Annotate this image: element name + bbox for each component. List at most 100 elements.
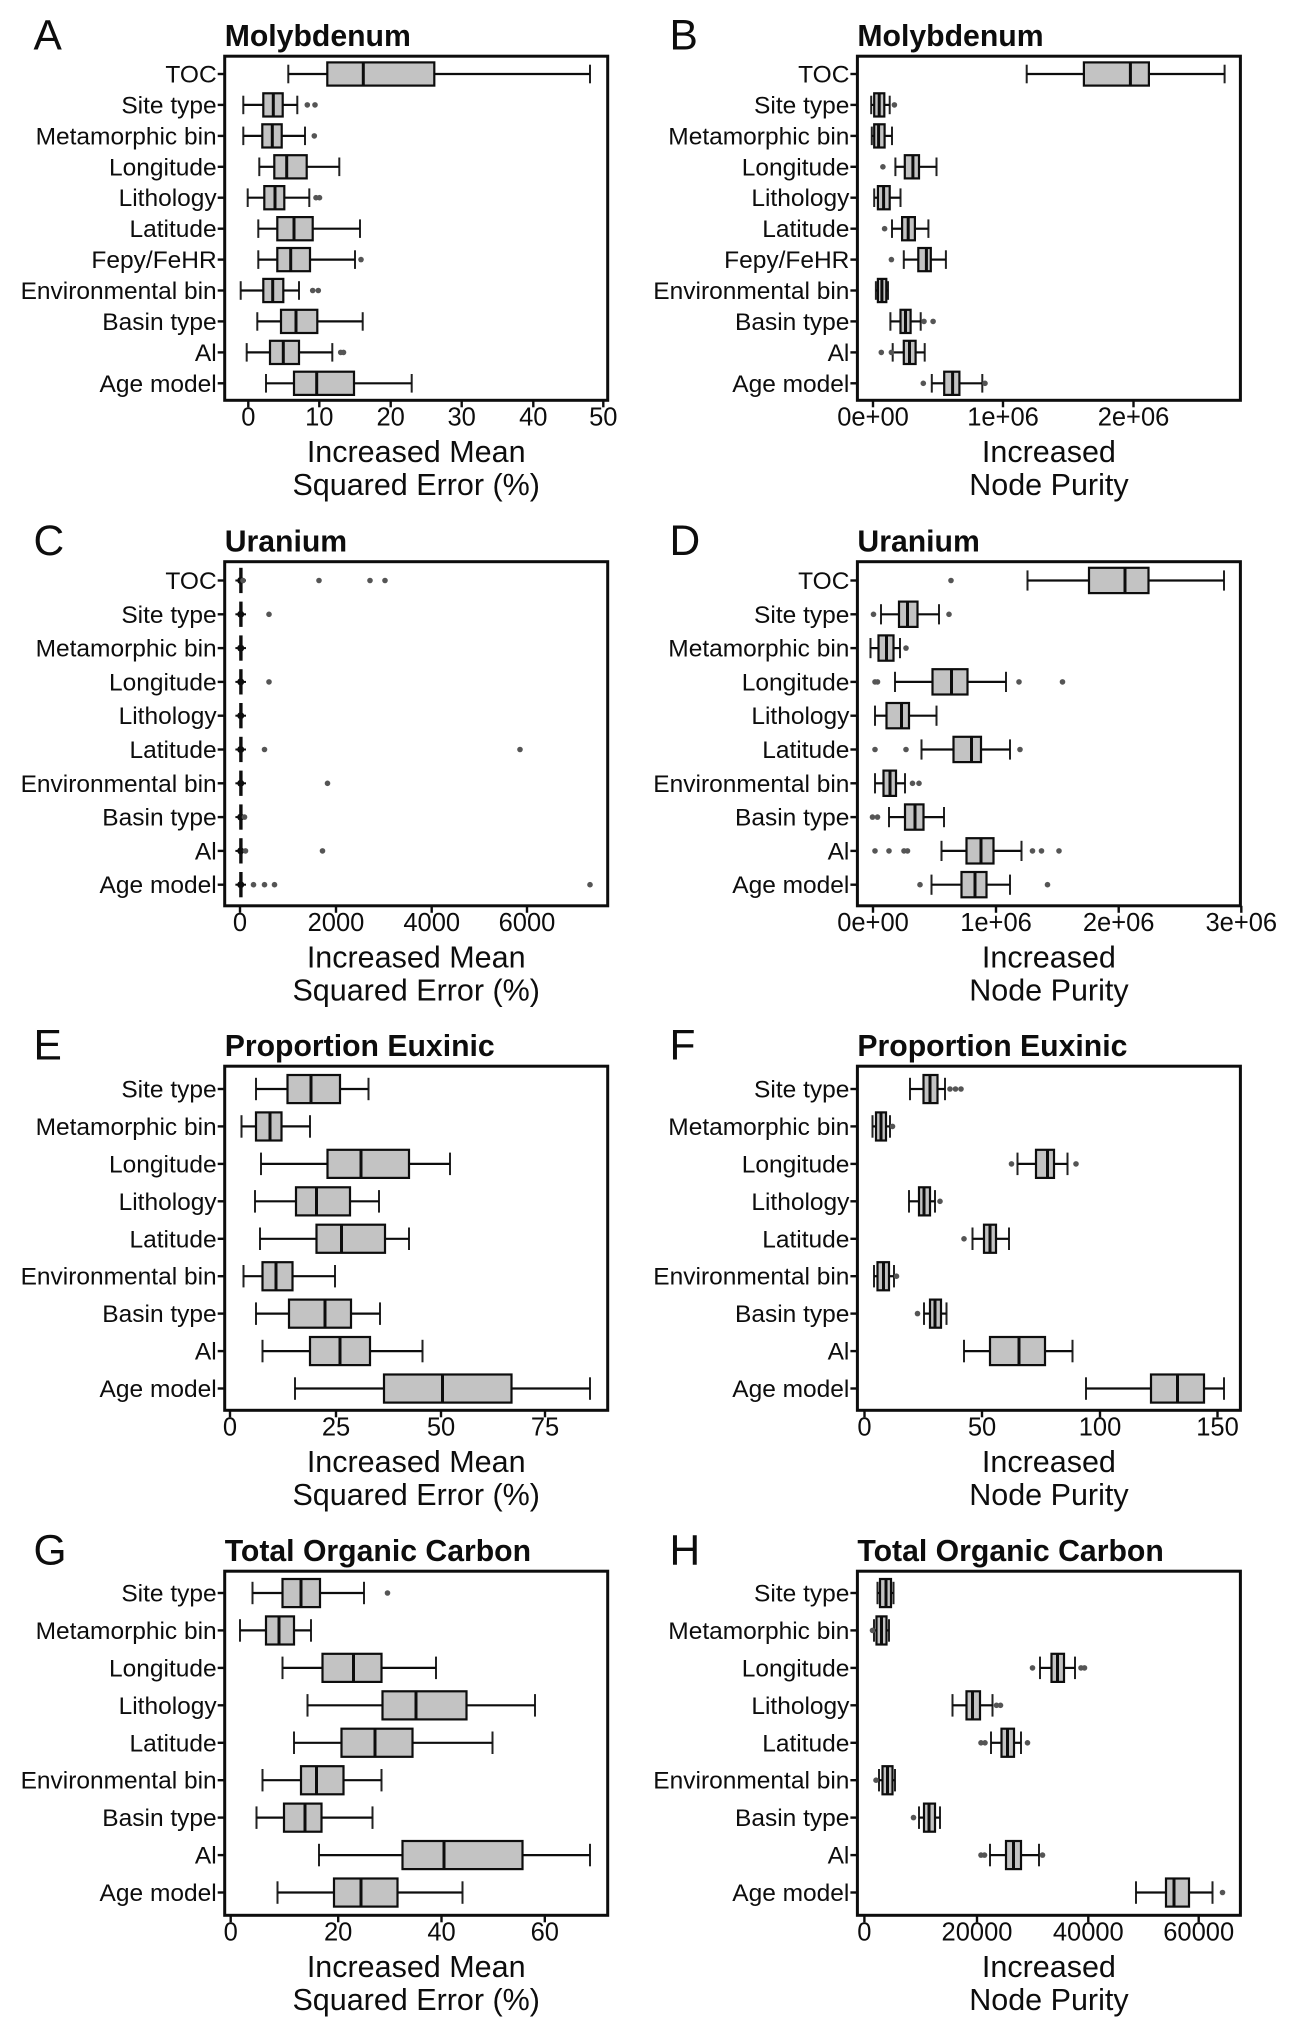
svg-text:Increased Mean: Increased Mean [307, 1445, 526, 1479]
svg-text:0: 0 [241, 404, 255, 432]
svg-text:1e+06: 1e+06 [967, 404, 1039, 432]
svg-text:Metamorphic bin: Metamorphic bin [668, 123, 849, 150]
svg-text:Metamorphic bin: Metamorphic bin [668, 1114, 849, 1141]
svg-text:Molybdenum: Molybdenum [857, 20, 1043, 53]
svg-text:Node Purity: Node Purity [969, 1478, 1129, 1512]
svg-text:Increased: Increased [982, 941, 1116, 975]
svg-text:40: 40 [519, 404, 547, 432]
svg-text:Al: Al [195, 1339, 217, 1366]
svg-text:Node Purity: Node Purity [969, 1983, 1129, 2017]
svg-text:Environmental bin: Environmental bin [653, 1768, 849, 1795]
svg-text:40000: 40000 [1053, 1919, 1124, 1947]
svg-text:Environmental bin: Environmental bin [653, 278, 849, 305]
svg-text:Total Organic Carbon: Total Organic Carbon [857, 1535, 1163, 1568]
svg-text:Age model: Age model [100, 371, 217, 398]
svg-text:6000: 6000 [499, 909, 556, 937]
svg-text:Age model: Age model [732, 1376, 849, 1403]
svg-text:3e+06: 3e+06 [1205, 909, 1277, 937]
svg-text:75: 75 [531, 1414, 559, 1442]
svg-text:Basin type: Basin type [735, 805, 849, 832]
svg-text:Node Purity: Node Purity [969, 974, 1129, 1008]
svg-text:B: B [670, 13, 698, 60]
svg-text:30: 30 [448, 404, 476, 432]
svg-text:Site type: Site type [754, 1077, 849, 1104]
svg-text:Basin type: Basin type [102, 1301, 216, 1328]
svg-text:60000: 60000 [1163, 1919, 1234, 1947]
svg-text:Total Organic Carbon: Total Organic Carbon [225, 1535, 531, 1568]
svg-text:20: 20 [377, 404, 405, 432]
svg-text:Increased Mean: Increased Mean [307, 435, 526, 469]
svg-text:Al: Al [828, 838, 850, 865]
svg-text:0: 0 [857, 1919, 871, 1947]
svg-text:100: 100 [1079, 1414, 1122, 1442]
svg-text:Increased Mean: Increased Mean [307, 1950, 526, 1984]
svg-text:Squared Error (%): Squared Error (%) [292, 468, 539, 502]
svg-text:Al: Al [828, 340, 850, 367]
svg-text:Uranium: Uranium [857, 526, 979, 559]
svg-text:20000: 20000 [942, 1919, 1013, 1947]
svg-text:Latitude: Latitude [130, 1226, 217, 1253]
svg-text:TOC: TOC [798, 568, 849, 595]
svg-text:Site type: Site type [121, 1077, 216, 1104]
svg-text:50: 50 [427, 1414, 455, 1442]
svg-text:Lithology: Lithology [119, 1693, 218, 1720]
svg-text:Squared Error (%): Squared Error (%) [292, 1478, 539, 1512]
svg-text:0e+00: 0e+00 [837, 909, 909, 937]
svg-text:Proportion Euxinic: Proportion Euxinic [857, 1030, 1127, 1063]
svg-text:2e+06: 2e+06 [1098, 404, 1170, 432]
svg-text:150: 150 [1196, 1414, 1239, 1442]
svg-text:Site type: Site type [754, 602, 849, 629]
svg-text:Metamorphic bin: Metamorphic bin [36, 636, 217, 663]
svg-text:Longitude: Longitude [109, 1151, 217, 1178]
svg-text:60: 60 [531, 1919, 559, 1947]
svg-text:Latitude: Latitude [130, 737, 217, 764]
svg-text:Metamorphic bin: Metamorphic bin [668, 636, 849, 663]
svg-text:C: C [34, 518, 65, 565]
svg-text:Lithology: Lithology [119, 185, 218, 212]
svg-text:Al: Al [195, 838, 217, 865]
svg-text:Squared Error (%): Squared Error (%) [292, 974, 539, 1008]
svg-text:0: 0 [233, 909, 247, 937]
svg-text:Squared Error (%): Squared Error (%) [292, 1983, 539, 2017]
svg-text:Age model: Age model [100, 872, 217, 899]
svg-text:Environmental bin: Environmental bin [653, 1264, 849, 1291]
svg-text:Longitude: Longitude [742, 1151, 850, 1178]
svg-text:Basin type: Basin type [102, 805, 216, 832]
svg-text:Longitude: Longitude [109, 669, 217, 696]
svg-text:Al: Al [195, 340, 217, 367]
svg-text:Site type: Site type [754, 92, 849, 119]
svg-text:2000: 2000 [308, 909, 365, 937]
svg-text:2e+06: 2e+06 [1083, 909, 1155, 937]
svg-text:F: F [670, 1023, 696, 1070]
svg-text:Age model: Age model [732, 872, 849, 899]
svg-text:A: A [34, 13, 63, 60]
svg-text:Longitude: Longitude [742, 669, 850, 696]
svg-text:Fepy/FeHR: Fepy/FeHR [91, 247, 216, 274]
svg-text:Lithology: Lithology [751, 1693, 850, 1720]
svg-text:Metamorphic bin: Metamorphic bin [36, 1618, 217, 1645]
svg-text:Al: Al [828, 1339, 850, 1366]
svg-text:Fepy/FeHR: Fepy/FeHR [724, 247, 849, 274]
svg-text:Environmental bin: Environmental bin [21, 1768, 217, 1795]
svg-text:20: 20 [324, 1919, 352, 1947]
svg-text:0: 0 [857, 1414, 871, 1442]
svg-text:Environmental bin: Environmental bin [21, 771, 217, 798]
svg-text:Longitude: Longitude [742, 1655, 850, 1682]
svg-text:Lithology: Lithology [119, 703, 218, 730]
svg-text:50: 50 [968, 1414, 996, 1442]
svg-text:0: 0 [224, 1919, 238, 1947]
svg-text:Age model: Age model [100, 1880, 217, 1907]
svg-text:Site type: Site type [121, 602, 216, 629]
svg-text:Site type: Site type [754, 1581, 849, 1608]
svg-text:10: 10 [305, 404, 333, 432]
svg-text:Molybdenum: Molybdenum [225, 20, 411, 53]
svg-text:Metamorphic bin: Metamorphic bin [36, 123, 217, 150]
svg-text:Al: Al [828, 1843, 850, 1870]
svg-text:0e+00: 0e+00 [837, 404, 909, 432]
svg-text:Increased: Increased [982, 435, 1116, 469]
svg-text:50: 50 [589, 404, 617, 432]
svg-text:Longitude: Longitude [109, 1655, 217, 1682]
svg-text:Latitude: Latitude [762, 1226, 849, 1253]
svg-text:Age model: Age model [100, 1376, 217, 1403]
svg-text:TOC: TOC [165, 568, 216, 595]
